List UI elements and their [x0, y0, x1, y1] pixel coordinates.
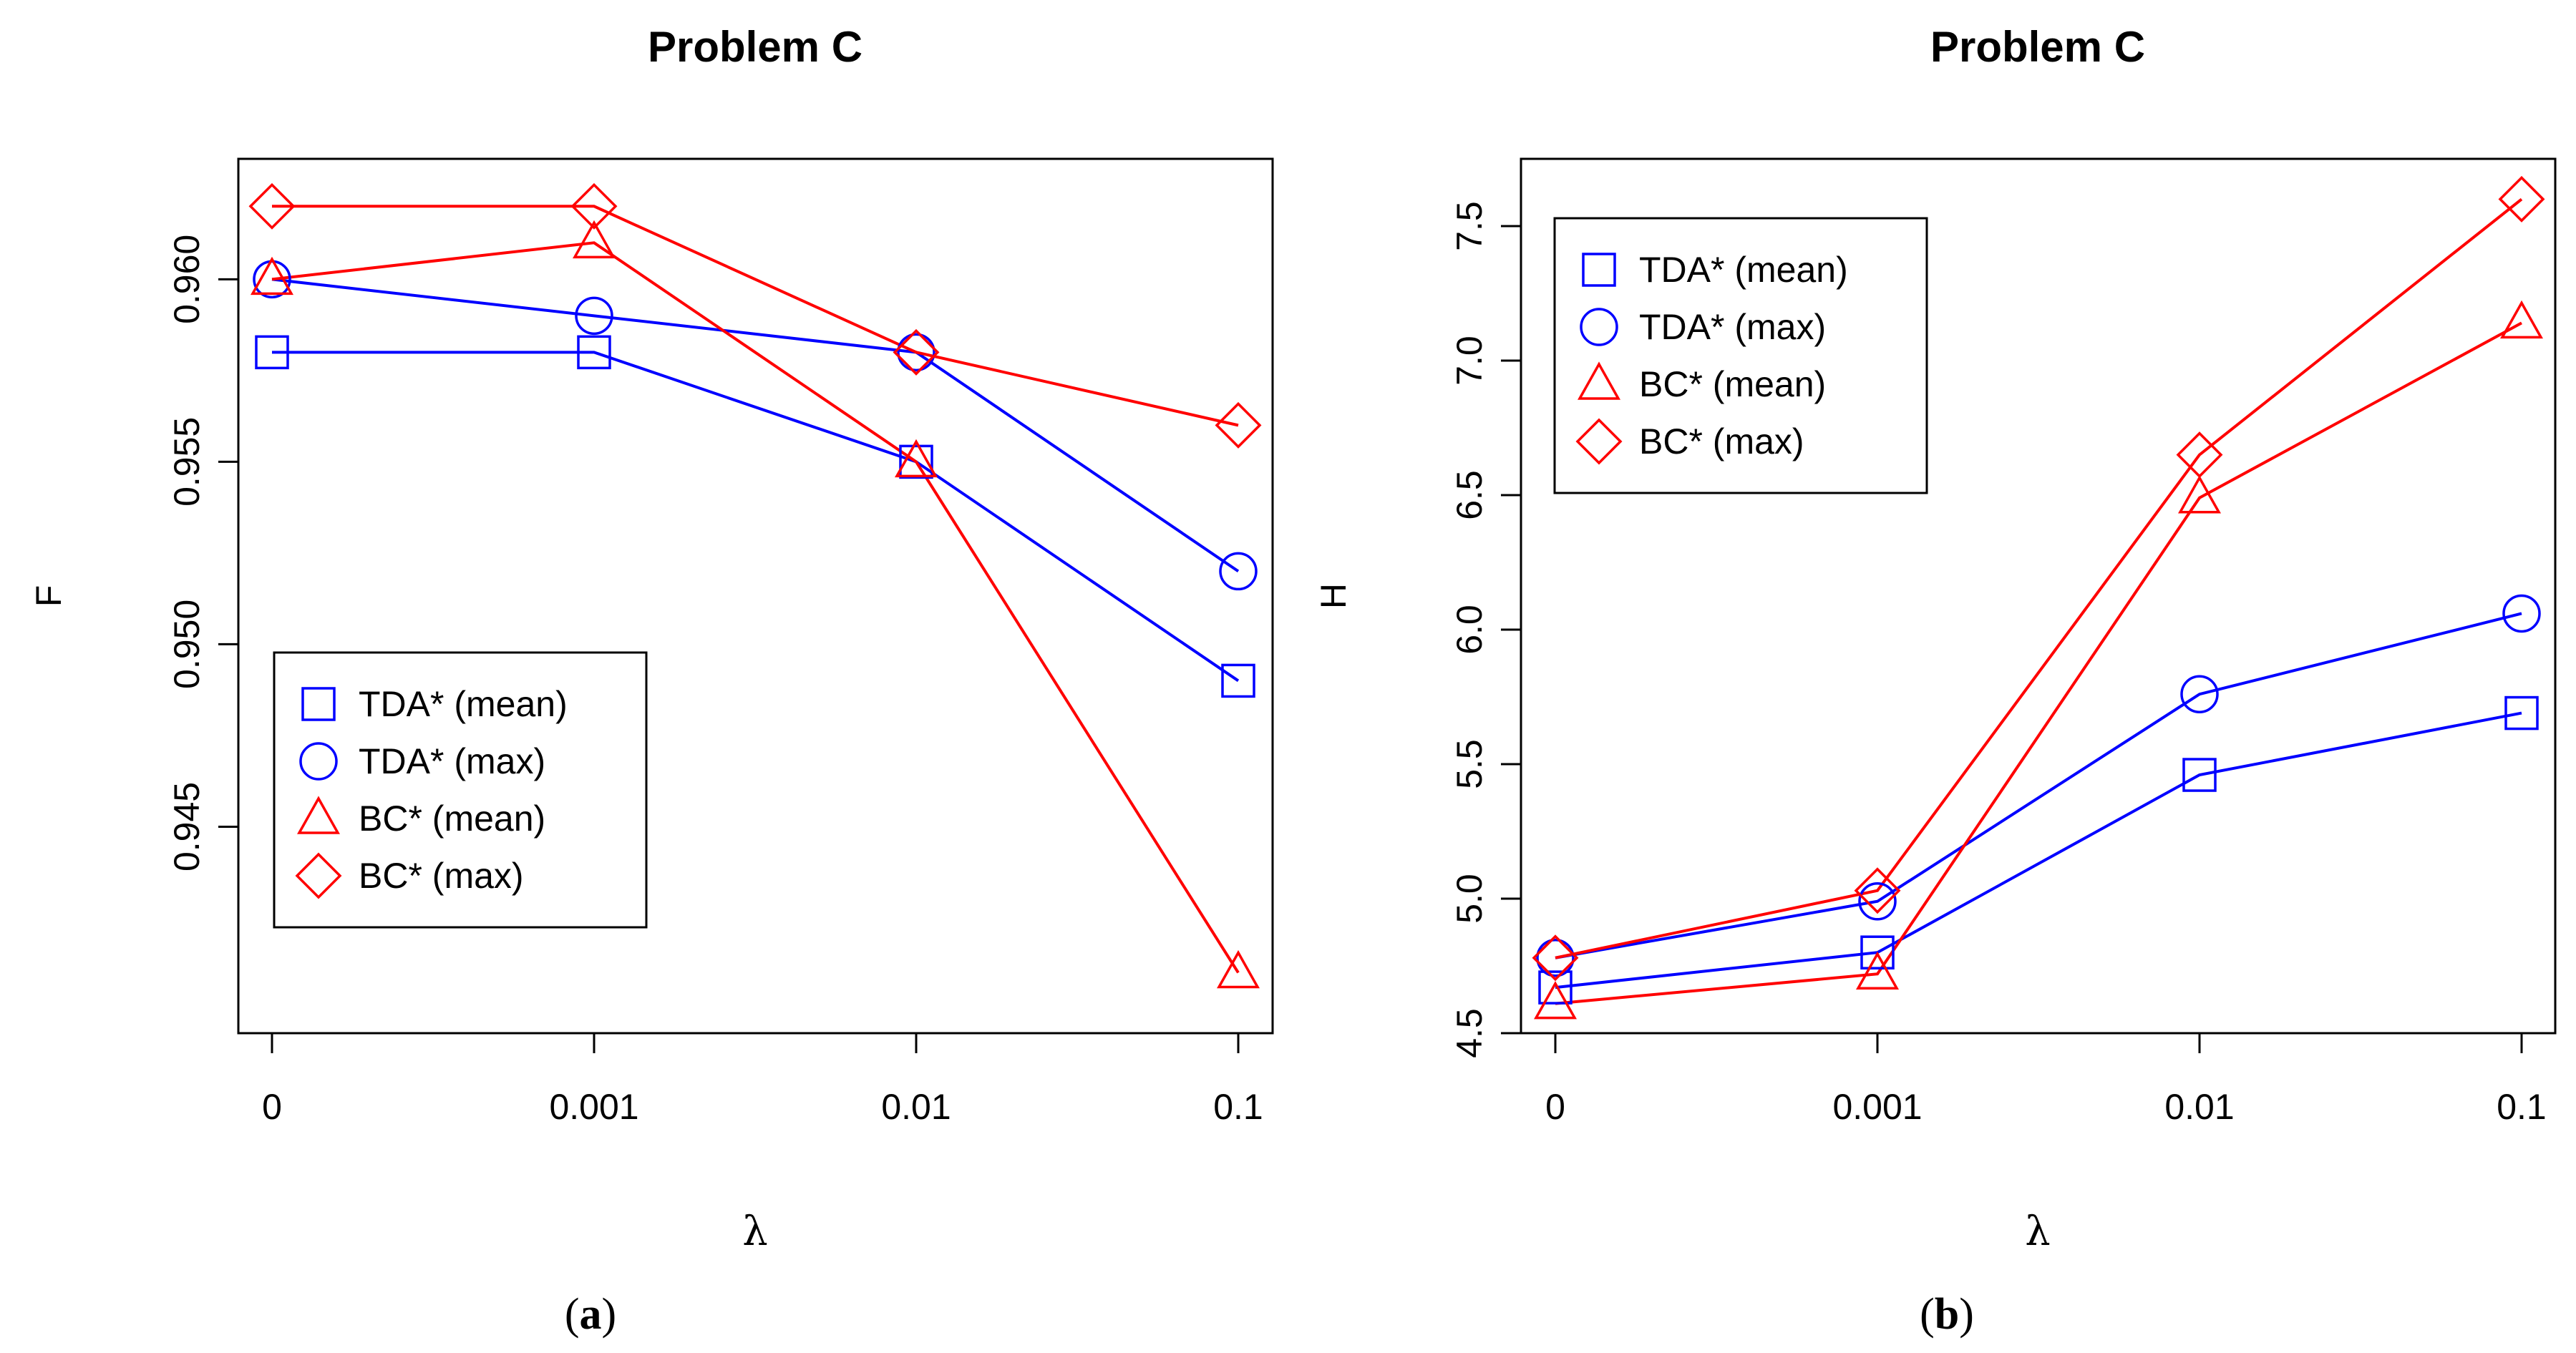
panel-b-y-tick-label: 5.5	[1449, 739, 1489, 789]
panel-b-series-3-point	[2498, 175, 2545, 223]
panel-a-series-line-0	[272, 351, 1240, 683]
panel-a-legend-marker-1	[299, 742, 338, 781]
panel-a-x-tick-label: 0.01	[881, 1087, 951, 1127]
panel-b-legend-label-3: BC* (max)	[1639, 421, 1804, 461]
panel-a-series-3-point	[1215, 401, 1262, 449]
panel-b-legend-marker-1	[1580, 308, 1618, 346]
panel-b-series-line-3	[1555, 197, 2523, 959]
panel-a-x-label: λ	[742, 1208, 768, 1255]
panel-b-x-tick-label: 0.1	[2497, 1087, 2547, 1127]
panel-b-series-line-1	[1555, 612, 2522, 959]
panel-b-legend-marker-3	[1575, 418, 1623, 465]
panel-b-series-3-point	[1532, 934, 1579, 982]
panel-a-caption-close: )	[602, 1290, 617, 1339]
panel-b-x-tick-label: 0.001	[1832, 1087, 1922, 1127]
panel-a-x-tick-label: 0.001	[549, 1087, 638, 1127]
panel-a-legend-box	[273, 651, 648, 929]
panel-a-series-2-point	[895, 439, 938, 478]
panel-b-caption-open: (	[1920, 1290, 1935, 1339]
panel-a-legend-marker-3	[295, 852, 342, 899]
panel-b-caption: (b)	[1920, 1290, 1974, 1339]
panel-a-caption-letter: a	[580, 1290, 602, 1339]
panel-b-legend-box	[1553, 217, 1928, 494]
panel-b-x-tick-label: 0	[1545, 1087, 1565, 1127]
panel-b-caption-close: )	[1959, 1290, 1974, 1339]
panel-b-caption-letter: b	[1935, 1290, 1959, 1339]
panel-a-series-1-point	[897, 333, 935, 372]
panel-b-series-0-point	[2504, 695, 2539, 731]
panel-b-y-tick-label: 4.5	[1449, 1008, 1489, 1058]
panel-b-series-3-point	[1854, 867, 1901, 914]
panel-b-series-0-point	[2182, 758, 2217, 792]
panel-a-series-line-3	[272, 205, 1239, 427]
panel-a-y-tick-label: 0.945	[167, 782, 207, 871]
panel-b-x-label: λ	[2025, 1208, 2051, 1255]
panel-b-legend-marker-0	[1582, 253, 1616, 287]
panel-a-series-2-point	[573, 220, 616, 259]
panel-a-series-line-2	[271, 241, 1240, 974]
panel-a-x-tick-label: 0	[262, 1087, 282, 1127]
panel-b-series-2-point	[1856, 951, 1899, 990]
panel-a-y-tick-label: 0.955	[167, 417, 207, 507]
panel-b-legend-label-1: TDA* (max)	[1639, 307, 1826, 347]
panel-a-legend-marker-2	[297, 796, 340, 834]
panel-b-series-line-2	[1555, 321, 2522, 1005]
panel-b-legend-marker-2	[1578, 361, 1620, 400]
panel-b-series-2-point	[2178, 475, 2221, 514]
panel-b-legend: TDA* (mean) TDA* (max) BC* (mean) BC* (max)	[1553, 217, 1928, 494]
panel-b-series-2-point	[2500, 300, 2543, 339]
panel-a-y-tick-label: 0.960	[167, 235, 207, 324]
panel-b-y-tick-label: 5.0	[1449, 874, 1489, 924]
panel-b-series-1-point	[1536, 938, 1575, 977]
panel-b-series-0-point	[1538, 970, 1573, 1005]
panel-a-series-1-point	[1219, 552, 1258, 591]
panel-a: Problem C 0 0.001 0.01 0.1 0.945 0.950 0.955 0…	[29, 23, 1274, 1339]
panel-a-series-3-point	[248, 182, 296, 230]
panel-b-y-tick-label: 7.5	[1449, 201, 1489, 251]
panel-b-legend-label-2: BC* (mean)	[1639, 364, 1826, 404]
panel-a-series-1-point	[575, 296, 613, 336]
panel-b-series-3-point	[2176, 431, 2223, 479]
panel-a-legend-label-3: BC* (max)	[359, 856, 524, 896]
panel-b-y-tick-label: 6.5	[1449, 470, 1489, 520]
panel-a-series-0-point	[899, 444, 933, 479]
panel-b-series-2-point	[1534, 981, 1577, 1020]
panel-b-series-0-point	[1860, 935, 1895, 969]
panel-a-caption: (a)	[565, 1290, 616, 1339]
panel-a-series-0-point	[1221, 663, 1255, 698]
panel-b-y-tick-label: 7.0	[1449, 336, 1489, 386]
panel-a-legend: TDA* (mean) TDA* (max) BC* (mean) BC* (max)	[273, 651, 648, 929]
panel-a-series-0-point	[577, 335, 611, 370]
panel-b: Problem C 0 0.001 0.01 0.1 4.5 5.0 5.5 6.0 6.5 7…	[1313, 23, 2557, 1339]
panel-b-series-1-point	[1858, 882, 1897, 921]
panel-b-legend-label-0: TDA* (mean)	[1639, 250, 1848, 290]
panel-a-series-2-point	[251, 256, 293, 295]
panel-a-y-tick-label: 0.950	[167, 600, 207, 689]
panel-a-y-label: F	[29, 585, 69, 607]
panel-b-series-1-point	[2502, 594, 2541, 633]
panel-a-series-line-1	[271, 278, 1240, 573]
panel-a-legend-marker-0	[301, 687, 336, 721]
panel-b-y-label: H	[1313, 583, 1353, 609]
panel-b-title: Problem C	[1930, 23, 2145, 71]
panel-a-series-3-point	[570, 182, 618, 230]
panel-b-series-line-0	[1555, 711, 2522, 990]
panel-a-legend-label-2: BC* (mean)	[359, 798, 545, 839]
panel-a-title: Problem C	[648, 23, 862, 71]
panel-b-y-tick-label: 6.0	[1449, 605, 1489, 655]
panel-a-legend-label-0: TDA* (mean)	[359, 684, 568, 724]
panel-b-x-tick-label: 0.01	[2164, 1087, 2234, 1127]
panel-a-series-2-point	[1217, 949, 1260, 989]
panel-a-x-tick-label: 0.1	[1213, 1087, 1263, 1127]
panel-a-legend-label-1: TDA* (max)	[359, 741, 545, 781]
panel-a-series-0-point	[255, 335, 289, 370]
panel-a-series-3-point	[893, 328, 940, 376]
panel-b-series-1-point	[2180, 675, 2219, 713]
panel-a-caption-open: (	[565, 1290, 580, 1339]
